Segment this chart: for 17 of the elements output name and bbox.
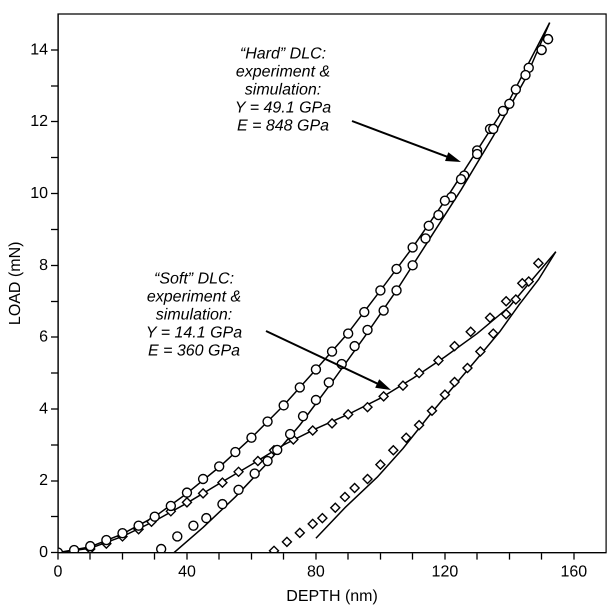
y-tick-label: 2: [39, 472, 48, 490]
annotation: “Hard” DLC: experiment & simulation: Y = 49.1 GPa E = 848 GPa: [234, 45, 332, 134]
y-tick-label: 0: [39, 544, 48, 562]
y-axis-title: LOAD (mN): [7, 242, 24, 326]
x-tick-label: 120: [432, 564, 458, 581]
y-tick-label: 6: [39, 328, 48, 346]
y-tick-label: 12: [30, 113, 48, 130]
x-axis-title: DEPTH (nm): [286, 588, 378, 605]
y-tick-label: 8: [39, 256, 48, 274]
y-tick-label: 4: [39, 400, 48, 418]
y-tick-label: 14: [30, 41, 48, 58]
x-tick-label: 80: [307, 564, 325, 581]
x-tick-label: 0: [54, 564, 63, 581]
x-tick-label: 160: [560, 564, 588, 581]
annotation: “Soft” DLC: experiment & simulation: Y = 14.1 GPa E = 360 GPa: [146, 270, 242, 360]
y-tick-label: 10: [30, 184, 48, 202]
x-tick-label: 40: [178, 564, 196, 581]
